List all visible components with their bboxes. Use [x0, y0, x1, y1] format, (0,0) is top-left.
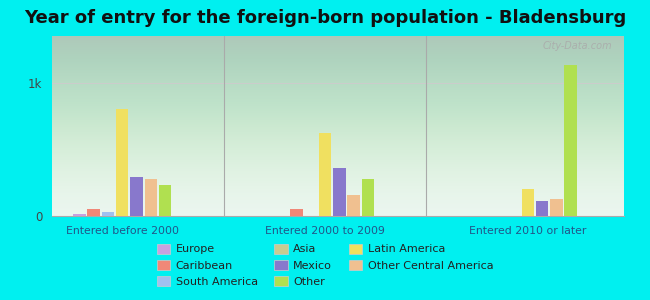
Bar [361, 179, 374, 216]
Legend: Europe, Caribbean, South America, Asia, Mexico, Other, Latin America, Other Cent: Europe, Caribbean, South America, Asia, … [152, 239, 498, 291]
Bar [73, 214, 86, 216]
Bar [564, 65, 577, 216]
Bar [550, 199, 563, 216]
Bar [159, 185, 172, 216]
Bar [87, 209, 100, 216]
Bar [290, 209, 303, 216]
Bar [116, 109, 129, 216]
Bar [347, 195, 360, 216]
Bar [130, 177, 143, 216]
Text: Year of entry for the foreign-born population - Bladensburg: Year of entry for the foreign-born popul… [24, 9, 626, 27]
Bar [536, 201, 549, 216]
Bar [144, 179, 157, 216]
Bar [333, 168, 346, 216]
Bar [318, 133, 332, 216]
Text: City-Data.com: City-Data.com [543, 41, 612, 51]
Bar [521, 189, 534, 216]
Bar [101, 212, 114, 216]
